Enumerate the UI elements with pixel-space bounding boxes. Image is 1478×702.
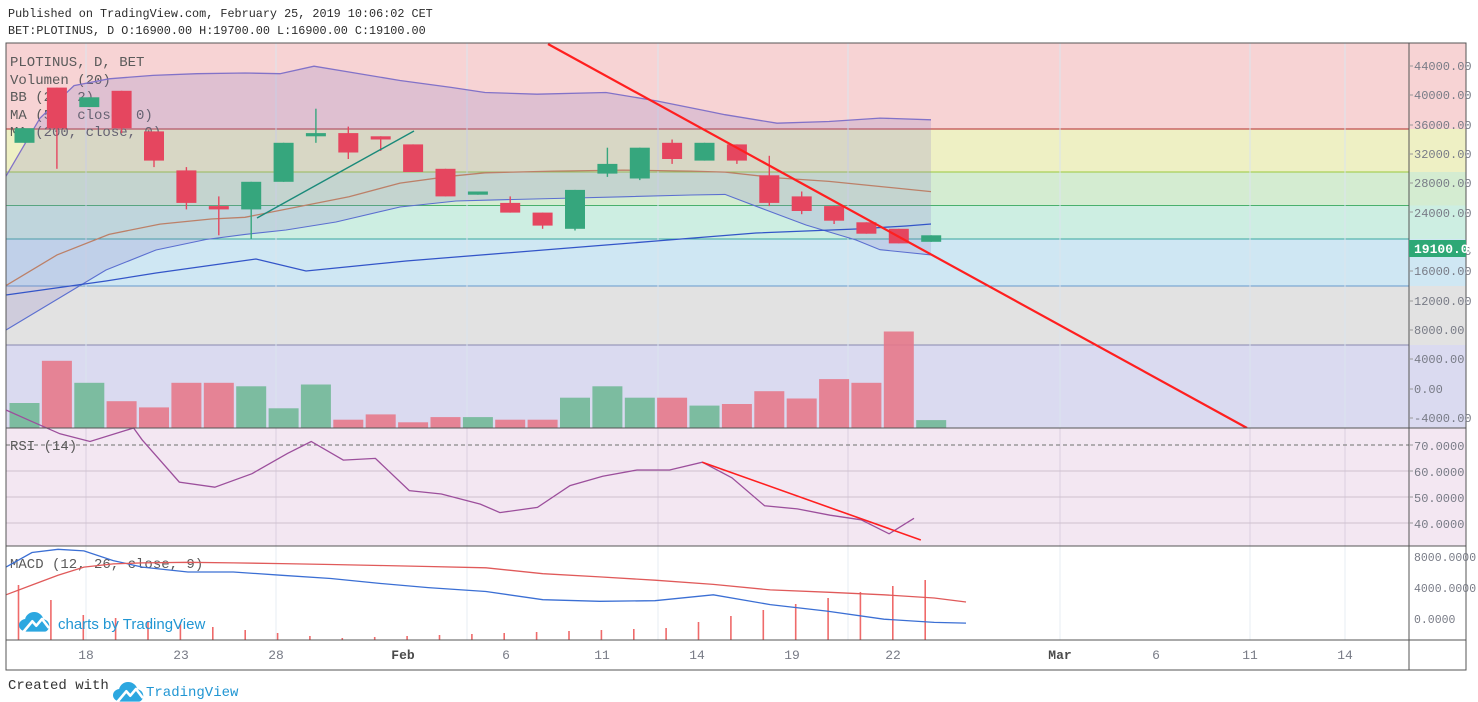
svg-text:23: 23 <box>173 648 189 663</box>
svg-text:MACD (12, 26, close, 9): MACD (12, 26, close, 9) <box>10 557 203 573</box>
svg-text:44000.00: 44000.00 <box>1414 60 1472 74</box>
svg-text:Mar: Mar <box>1048 648 1071 663</box>
svg-text:4000.00: 4000.00 <box>1414 353 1464 367</box>
svg-text:12000.00: 12000.00 <box>1414 295 1472 309</box>
svg-text:MA (50, close, 0): MA (50, close, 0) <box>10 108 153 124</box>
svg-text:PLOTINUS, D, BET: PLOTINUS, D, BET <box>10 55 144 71</box>
svg-text:TradingView: TradingView <box>146 685 239 701</box>
svg-text:4000.0000: 4000.0000 <box>1414 583 1476 596</box>
svg-text:19: 19 <box>784 648 800 663</box>
svg-text:28: 28 <box>268 648 284 663</box>
svg-text:40000.00: 40000.00 <box>1414 89 1472 103</box>
svg-text:32000.00: 32000.00 <box>1414 148 1472 162</box>
svg-text:8000.00: 8000.00 <box>1414 324 1464 338</box>
svg-text:11: 11 <box>1242 648 1258 663</box>
svg-text:charts by TradingView: charts by TradingView <box>58 616 205 633</box>
svg-text:22: 22 <box>885 648 901 663</box>
svg-text:Feb: Feb <box>391 648 415 663</box>
svg-text:BB (20, 2): BB (20, 2) <box>10 90 94 106</box>
svg-text:-4000.00: -4000.00 <box>1414 412 1472 426</box>
svg-text:8000.0000: 8000.0000 <box>1414 552 1476 565</box>
svg-text:28000.00: 28000.00 <box>1414 177 1472 191</box>
svg-text:16000.00: 16000.00 <box>1414 265 1472 279</box>
svg-text:RSI (14): RSI (14) <box>10 439 77 455</box>
svg-text:60.0000: 60.0000 <box>1414 466 1464 480</box>
svg-text:14: 14 <box>1337 648 1353 663</box>
svg-text:0.00: 0.00 <box>1414 383 1443 397</box>
svg-text:24000.00: 24000.00 <box>1414 207 1472 221</box>
svg-text:6: 6 <box>1152 648 1160 663</box>
svg-text:19100.00: 19100.00 <box>1414 242 1477 257</box>
svg-text:11: 11 <box>594 648 610 663</box>
svg-text:14: 14 <box>689 648 705 663</box>
svg-text:70.0000: 70.0000 <box>1414 440 1464 454</box>
svg-text:MA (200, close, 0): MA (200, close, 0) <box>10 125 161 141</box>
svg-text:20000.00: 20000.00 <box>1414 245 1472 259</box>
svg-text:18: 18 <box>78 648 94 663</box>
svg-text:0.0000: 0.0000 <box>1414 614 1456 627</box>
svg-text:40.0000: 40.0000 <box>1414 518 1464 532</box>
svg-text:Volumen (20): Volumen (20) <box>10 73 111 89</box>
svg-text:50.0000: 50.0000 <box>1414 492 1464 506</box>
svg-text:36000.00: 36000.00 <box>1414 119 1472 133</box>
svg-text:6: 6 <box>502 648 510 663</box>
